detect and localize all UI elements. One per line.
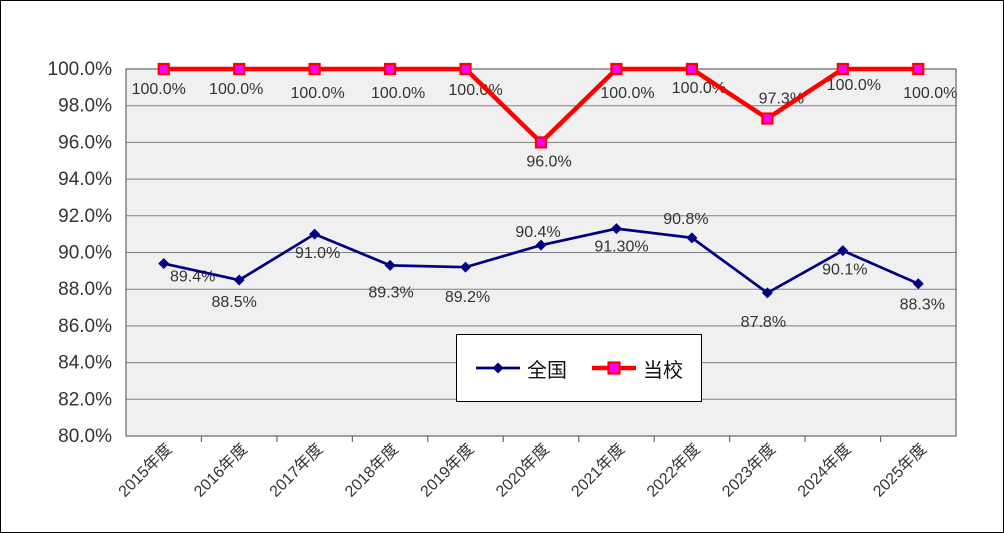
plot-border — [125, 68, 957, 437]
y-axis-tick-label: 80.0% — [58, 426, 112, 447]
y-axis-tick-label: 100.0% — [48, 59, 113, 80]
series-national-marker — [535, 239, 547, 251]
series-school-data-label: 100.0% — [600, 85, 654, 102]
series-national-data-label: 90.4% — [515, 224, 560, 241]
legend: 全国 当校 — [456, 334, 702, 402]
y-axis-tick-label: 88.0% — [58, 279, 112, 300]
series-national-marker — [912, 278, 924, 290]
legend-sample-national-line-icon — [476, 362, 520, 374]
series-school-marker — [685, 62, 699, 76]
series-national-data-label: 91.30% — [594, 239, 648, 256]
x-axis-tick-label: 2025年度 — [870, 440, 931, 501]
series-school-marker — [761, 112, 774, 125]
series-school-marker — [610, 62, 623, 76]
series-school-marker — [534, 136, 548, 149]
series-school-data-label: 96.0% — [526, 153, 571, 170]
series-school-data-label: 100.0% — [371, 85, 425, 102]
series-school-marker — [383, 62, 397, 76]
x-axis-tick-label: 2016年度 — [190, 440, 251, 501]
legend-item-national: 全国 — [475, 354, 567, 383]
y-axis-tick-label: 82.0% — [58, 389, 112, 410]
legend-label-school: 当校 — [643, 359, 683, 382]
series-national-marker — [384, 259, 396, 271]
series-national-data-label: 88.3% — [900, 297, 945, 314]
series-school-marker — [912, 62, 925, 76]
series-school-data-label: 100.0% — [132, 81, 186, 98]
x-axis-tick-label: 2022年度 — [643, 440, 704, 501]
y-axis-tick-label: 90.0% — [58, 243, 112, 264]
series-school-marker — [157, 62, 170, 76]
series-school-marker — [836, 62, 849, 76]
x-axis-tick-label: 2021年度 — [568, 440, 629, 501]
series-national-data-label: 91.0% — [295, 245, 340, 262]
series-national-marker — [309, 228, 321, 240]
series-school-data-label: 100.0% — [291, 85, 345, 102]
series-national-marker — [158, 258, 170, 270]
series-national-marker — [233, 274, 245, 286]
series-national-marker — [610, 223, 622, 235]
series-national-data-label: 90.8% — [663, 211, 708, 228]
series-national-marker — [460, 261, 472, 273]
y-axis-tick-label: 92.0% — [58, 206, 112, 227]
x-axis-tick-label: 2024年度 — [794, 440, 855, 501]
series-national-marker — [686, 232, 698, 244]
series-national-marker — [837, 245, 849, 257]
y-axis-tick-label: 96.0% — [58, 132, 112, 153]
x-axis-tick-label: 2015年度 — [115, 440, 176, 501]
series-school-data-label: 100.0% — [827, 77, 881, 94]
y-axis-tick-label: 84.0% — [58, 353, 112, 374]
series-national-data-label: 87.8% — [741, 314, 786, 331]
x-axis-tick-label: 2020年度 — [492, 440, 553, 501]
x-axis-tick-label: 2018年度 — [341, 440, 402, 501]
legend-item-school: 当校 — [591, 354, 683, 383]
series-school-marker — [233, 62, 246, 76]
y-axis-tick-label: 86.0% — [58, 316, 112, 337]
y-axis-tick-label: 94.0% — [58, 169, 112, 190]
series-school-marker — [459, 62, 472, 76]
legend-label-national: 全国 — [527, 359, 567, 382]
x-axis-tick-label: 2017年度 — [266, 440, 327, 501]
legend-sample-school-line-icon — [592, 361, 636, 375]
y-axis-tick-label: 98.0% — [58, 96, 112, 117]
series-national-data-label: 89.2% — [445, 289, 490, 306]
series-school-data-label: 100.0% — [209, 81, 263, 98]
series-national-data-label: 88.5% — [211, 294, 256, 311]
series-national-data-label: 89.3% — [368, 284, 413, 301]
series-national-marker — [761, 287, 773, 299]
series-national-data-label: 90.1% — [822, 262, 867, 279]
series-school-marker — [308, 62, 321, 76]
series-school-data-label: 100.0% — [903, 85, 957, 102]
x-axis-tick-label: 2023年度 — [719, 440, 780, 501]
x-axis-tick-label: 2019年度 — [417, 440, 478, 501]
